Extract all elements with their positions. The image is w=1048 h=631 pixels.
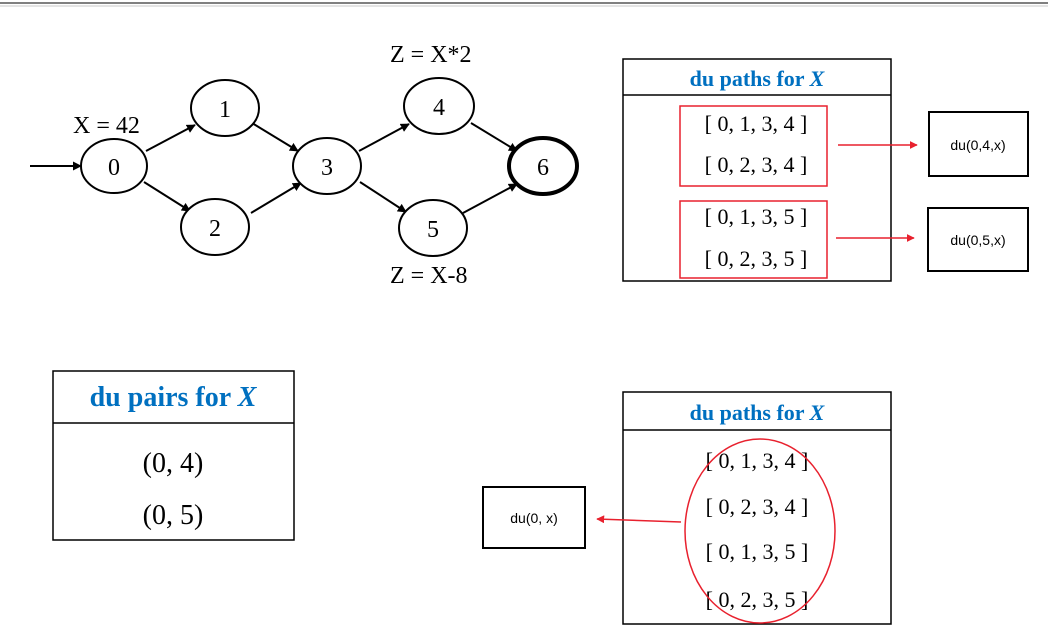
du-0-x-box xyxy=(482,486,586,549)
node-6-label: 6 xyxy=(537,155,549,181)
path-top-1: [ 0, 1, 3, 4 ] xyxy=(705,111,808,136)
def-x-annotation: X = 42 xyxy=(73,113,140,139)
du-paths-top-title: du paths for X xyxy=(690,66,826,91)
node-0: 0 xyxy=(80,138,148,194)
node-3-label: 3 xyxy=(321,155,333,181)
node-0-label: 0 xyxy=(108,155,120,181)
node-2-label: 2 xyxy=(209,216,221,242)
use-z-top-annotation: Z = X*2 xyxy=(390,42,472,68)
edge-0-1 xyxy=(145,124,196,152)
path-top-3: [ 0, 1, 3, 5 ] xyxy=(705,204,808,229)
node-1-label: 1 xyxy=(219,97,231,123)
path-bottom-4: [ 0, 2, 3, 5 ] xyxy=(706,587,809,612)
node-5: 5 xyxy=(398,199,468,257)
arrow-to-du-0-x xyxy=(596,515,682,524)
node-2: 2 xyxy=(180,198,250,256)
node-6-final: 6 xyxy=(507,136,579,196)
group-ellipse-all-paths xyxy=(684,438,836,624)
node-5-label: 5 xyxy=(427,217,439,243)
du-paths-table-bottom: du paths for X [ 0, 1, 3, 4 ] [ 0, 2, 3,… xyxy=(482,391,892,625)
node-4: 4 xyxy=(403,77,475,135)
du-pairs-table: du pairs for X (0, 4) (0, 5) xyxy=(52,370,295,541)
path-bottom-3: [ 0, 1, 3, 5 ] xyxy=(706,539,809,564)
du-0-4-x-label: du(0,4,x) xyxy=(950,137,1005,153)
edge-5-6 xyxy=(462,183,518,214)
edge-3-5 xyxy=(359,181,407,213)
du-0-4-x-box xyxy=(928,111,1029,177)
path-bottom-2: [ 0, 2, 3, 4 ] xyxy=(706,494,809,519)
edge-1-3 xyxy=(251,122,299,152)
du-pairs-title: du pairs for X xyxy=(90,382,258,413)
edge-3-4 xyxy=(358,123,410,152)
node-1: 1 xyxy=(190,79,260,137)
path-top-4: [ 0, 2, 3, 5 ] xyxy=(705,246,808,271)
control-flow-graph: 0 1 2 3 4 5 6 X = 42 Z = X*2 Z = X-8 xyxy=(30,42,579,289)
path-top-2: [ 0, 2, 3, 4 ] xyxy=(705,152,808,177)
du-paths-table-top: du paths for X [ 0, 1, 3, 4 ] [ 0, 2, 3,… xyxy=(622,58,1029,282)
group-box-node-4 xyxy=(679,105,828,187)
group-box-node-5 xyxy=(679,200,828,279)
du-pair-2: (0, 5) xyxy=(143,500,204,531)
use-z-bottom-annotation: Z = X-8 xyxy=(390,263,468,289)
du-paths-bottom-title: du paths for X xyxy=(690,400,826,425)
du-0-5-x-box xyxy=(927,207,1029,272)
edge-4-6 xyxy=(470,122,518,152)
edge-2-3 xyxy=(250,182,302,214)
node-3: 3 xyxy=(292,137,362,195)
edge-0-2 xyxy=(143,181,191,212)
du-pair-1: (0, 4) xyxy=(143,448,204,479)
du-0-5-x-label: du(0,5,x) xyxy=(950,232,1005,248)
node-4-label: 4 xyxy=(433,95,445,121)
path-bottom-1: [ 0, 1, 3, 4 ] xyxy=(706,448,809,473)
du-0-x-label: du(0, x) xyxy=(510,510,557,526)
